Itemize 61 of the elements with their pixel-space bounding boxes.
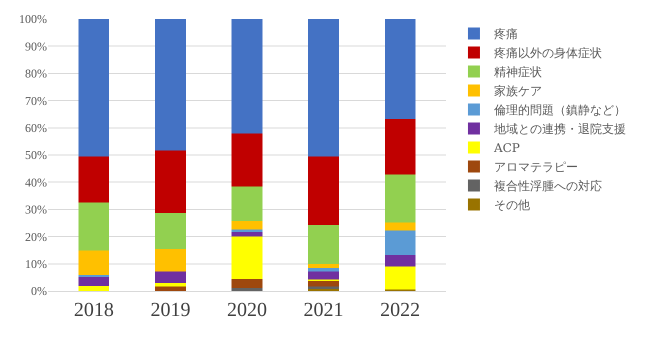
bar (308, 156, 339, 225)
bar (232, 186, 262, 222)
legend-label: その他 (494, 198, 530, 212)
bar (384, 118, 416, 175)
y-tick-label: 100% (19, 12, 47, 26)
bar (384, 266, 416, 290)
legend-label: 疼痛 (494, 27, 518, 42)
bar (155, 286, 186, 291)
legend-label: 倫理的問題（鎮静など） (492, 103, 626, 118)
bar (308, 272, 339, 280)
legend-label: 家族ケア (494, 84, 542, 98)
bar (308, 19, 339, 157)
bar (232, 134, 262, 187)
bar (384, 222, 416, 230)
bar (78, 202, 110, 251)
bar (155, 19, 186, 150)
x-tick-label: 2022 (380, 299, 420, 321)
bar (384, 19, 416, 119)
bar (155, 212, 186, 249)
bar (78, 156, 110, 202)
y-tick-label: 40% (25, 175, 47, 190)
bar (384, 174, 416, 222)
bar (78, 19, 110, 157)
bar (232, 288, 262, 291)
bar (232, 221, 262, 230)
bar (384, 230, 416, 256)
x-tick-label: 2018 (74, 299, 114, 321)
bar (232, 236, 262, 279)
bar (308, 224, 339, 264)
y-tick-label: 50% (25, 148, 47, 162)
bar (155, 272, 186, 284)
legend-label: 精神症状 (494, 65, 542, 80)
x-tick-label: 2020 (227, 299, 267, 321)
bar (232, 19, 262, 134)
y-tick-label: 60% (25, 121, 47, 135)
bar (78, 286, 110, 291)
legend-label: アロマテラピー (494, 160, 578, 174)
bar (232, 278, 262, 288)
y-tick-label: 20% (25, 230, 47, 244)
legend-label: ACP (492, 141, 520, 156)
legend-label: 複合性浮腫への対応 (494, 179, 602, 194)
bar (155, 150, 186, 213)
y-tick-label: 10% (25, 257, 47, 271)
bar (78, 250, 110, 275)
y-tick-label: 80% (25, 66, 47, 81)
bar (232, 229, 262, 232)
y-tick-label: 0% (31, 284, 47, 298)
x-tick-label: 2021 (304, 299, 344, 321)
bar (155, 283, 186, 287)
y-tick-label: 90% (25, 39, 47, 54)
legend-label: 疼痛以外の身体症状 (494, 46, 602, 60)
legend-label: 地域との連携・退院支援 (492, 122, 626, 136)
bar (155, 248, 186, 272)
y-tick-label: 70% (25, 94, 47, 108)
bar (78, 277, 110, 286)
bar (308, 268, 339, 272)
bar (384, 255, 416, 266)
bar (308, 264, 339, 268)
y-tick-label: 30% (25, 202, 47, 217)
bar (78, 274, 110, 278)
x-tick-label: 2019 (150, 299, 190, 321)
